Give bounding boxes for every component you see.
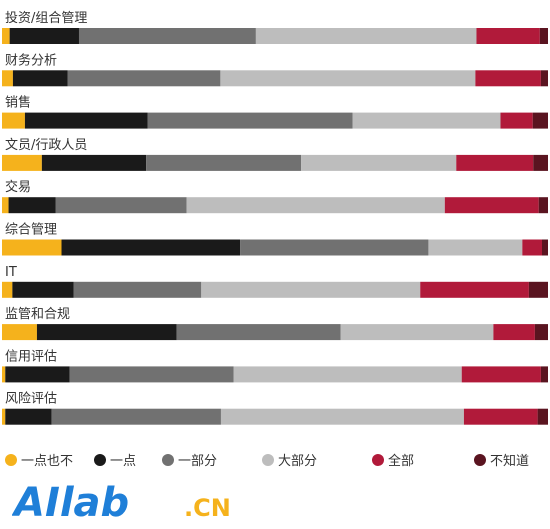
bar-segment (2, 366, 6, 383)
bar-segment (24, 112, 148, 129)
bar-segment (340, 324, 494, 341)
bar-segment (2, 28, 10, 44)
legend-swatch (162, 454, 174, 466)
bar-segment (2, 324, 37, 341)
category-label: 风险评估 (5, 392, 57, 407)
bar-segment (9, 28, 79, 44)
bar-segment (201, 281, 421, 298)
bar-segment (240, 239, 429, 256)
bar-segment (428, 239, 523, 256)
bar-segment (493, 324, 535, 341)
category-label: IT (5, 265, 17, 280)
legend-label: 不知道 (490, 453, 529, 469)
category-label: 文员/行政人员 (5, 138, 87, 153)
bar-segment (5, 408, 52, 425)
legend-label: 大部分 (278, 454, 317, 469)
bar-segment (12, 70, 68, 87)
bar-segment (476, 28, 540, 44)
bar-segment (539, 28, 548, 44)
ailab-logo: AIlab .CN (12, 480, 231, 526)
bar-segment (69, 366, 234, 383)
bar-segment (456, 154, 534, 171)
legend-label: 一点 (110, 454, 136, 469)
bar-segment (475, 70, 541, 87)
bar-segment (147, 112, 353, 129)
bar-segment (8, 197, 56, 214)
bar-segment (73, 281, 202, 298)
bar-segment (146, 154, 302, 171)
category-label: 综合管理 (5, 223, 57, 238)
bar-segment (420, 281, 529, 298)
bar-segment (463, 408, 538, 425)
legend-swatch (262, 454, 274, 466)
legend-label: 全部 (388, 453, 414, 469)
bar-segment (352, 112, 501, 129)
bar-segment (255, 28, 477, 44)
category-label: 监管和合规 (5, 307, 70, 322)
bar-segment (5, 366, 70, 383)
legend-swatch (372, 454, 384, 466)
bar-segment (461, 366, 541, 383)
bar-segment (532, 112, 548, 129)
logo-main-text: AIlab (12, 480, 129, 526)
bar-segment (61, 239, 241, 256)
legend-swatch (474, 454, 486, 466)
bar-segment (537, 408, 548, 425)
bar-segment (528, 281, 548, 298)
legend-swatch (94, 454, 106, 466)
bar-segment (220, 408, 464, 425)
legend: 一点也不 一点 一部分 大部分 全部 不知道 (5, 453, 529, 469)
bar-segment (2, 197, 9, 214)
bar-segment (541, 239, 548, 256)
bar-segment (12, 281, 74, 298)
bar-segment (2, 408, 6, 425)
bar-segment (522, 239, 542, 256)
bar-segment (2, 281, 13, 298)
category-label: 交易 (5, 179, 31, 195)
bar-segment (540, 366, 548, 383)
bar-segment (500, 112, 533, 129)
legend-label: 一点也不 (21, 454, 73, 469)
bar-segment (538, 197, 548, 214)
bar-segment (55, 197, 187, 214)
legend-swatch (5, 454, 17, 466)
category-label: 信用评估 (5, 349, 57, 364)
bar-segment (186, 197, 445, 214)
bar-segment (2, 154, 42, 171)
bar-segment (51, 408, 221, 425)
category-label: 财务分析 (5, 52, 57, 68)
bar-segment (2, 239, 62, 256)
bar-segment (41, 154, 147, 171)
bar-segment (2, 112, 25, 129)
bar-segment (2, 70, 13, 87)
bar-segment (444, 197, 539, 214)
bar-segment (301, 154, 457, 171)
logo-suffix-text: .CN (184, 494, 231, 522)
bar-segment (176, 324, 341, 341)
category-label: 销售 (5, 95, 31, 111)
bar-segment (533, 154, 548, 171)
legend-label: 一部分 (178, 454, 217, 469)
bar-segment (67, 70, 221, 87)
bar-segment (78, 28, 256, 44)
bar-segment (534, 324, 548, 341)
bar-segment (220, 70, 476, 87)
bar-segment (36, 324, 177, 341)
category-label: 投资/组合管理 (5, 10, 87, 26)
bar-segment (540, 70, 548, 87)
bar-segment (233, 366, 462, 383)
